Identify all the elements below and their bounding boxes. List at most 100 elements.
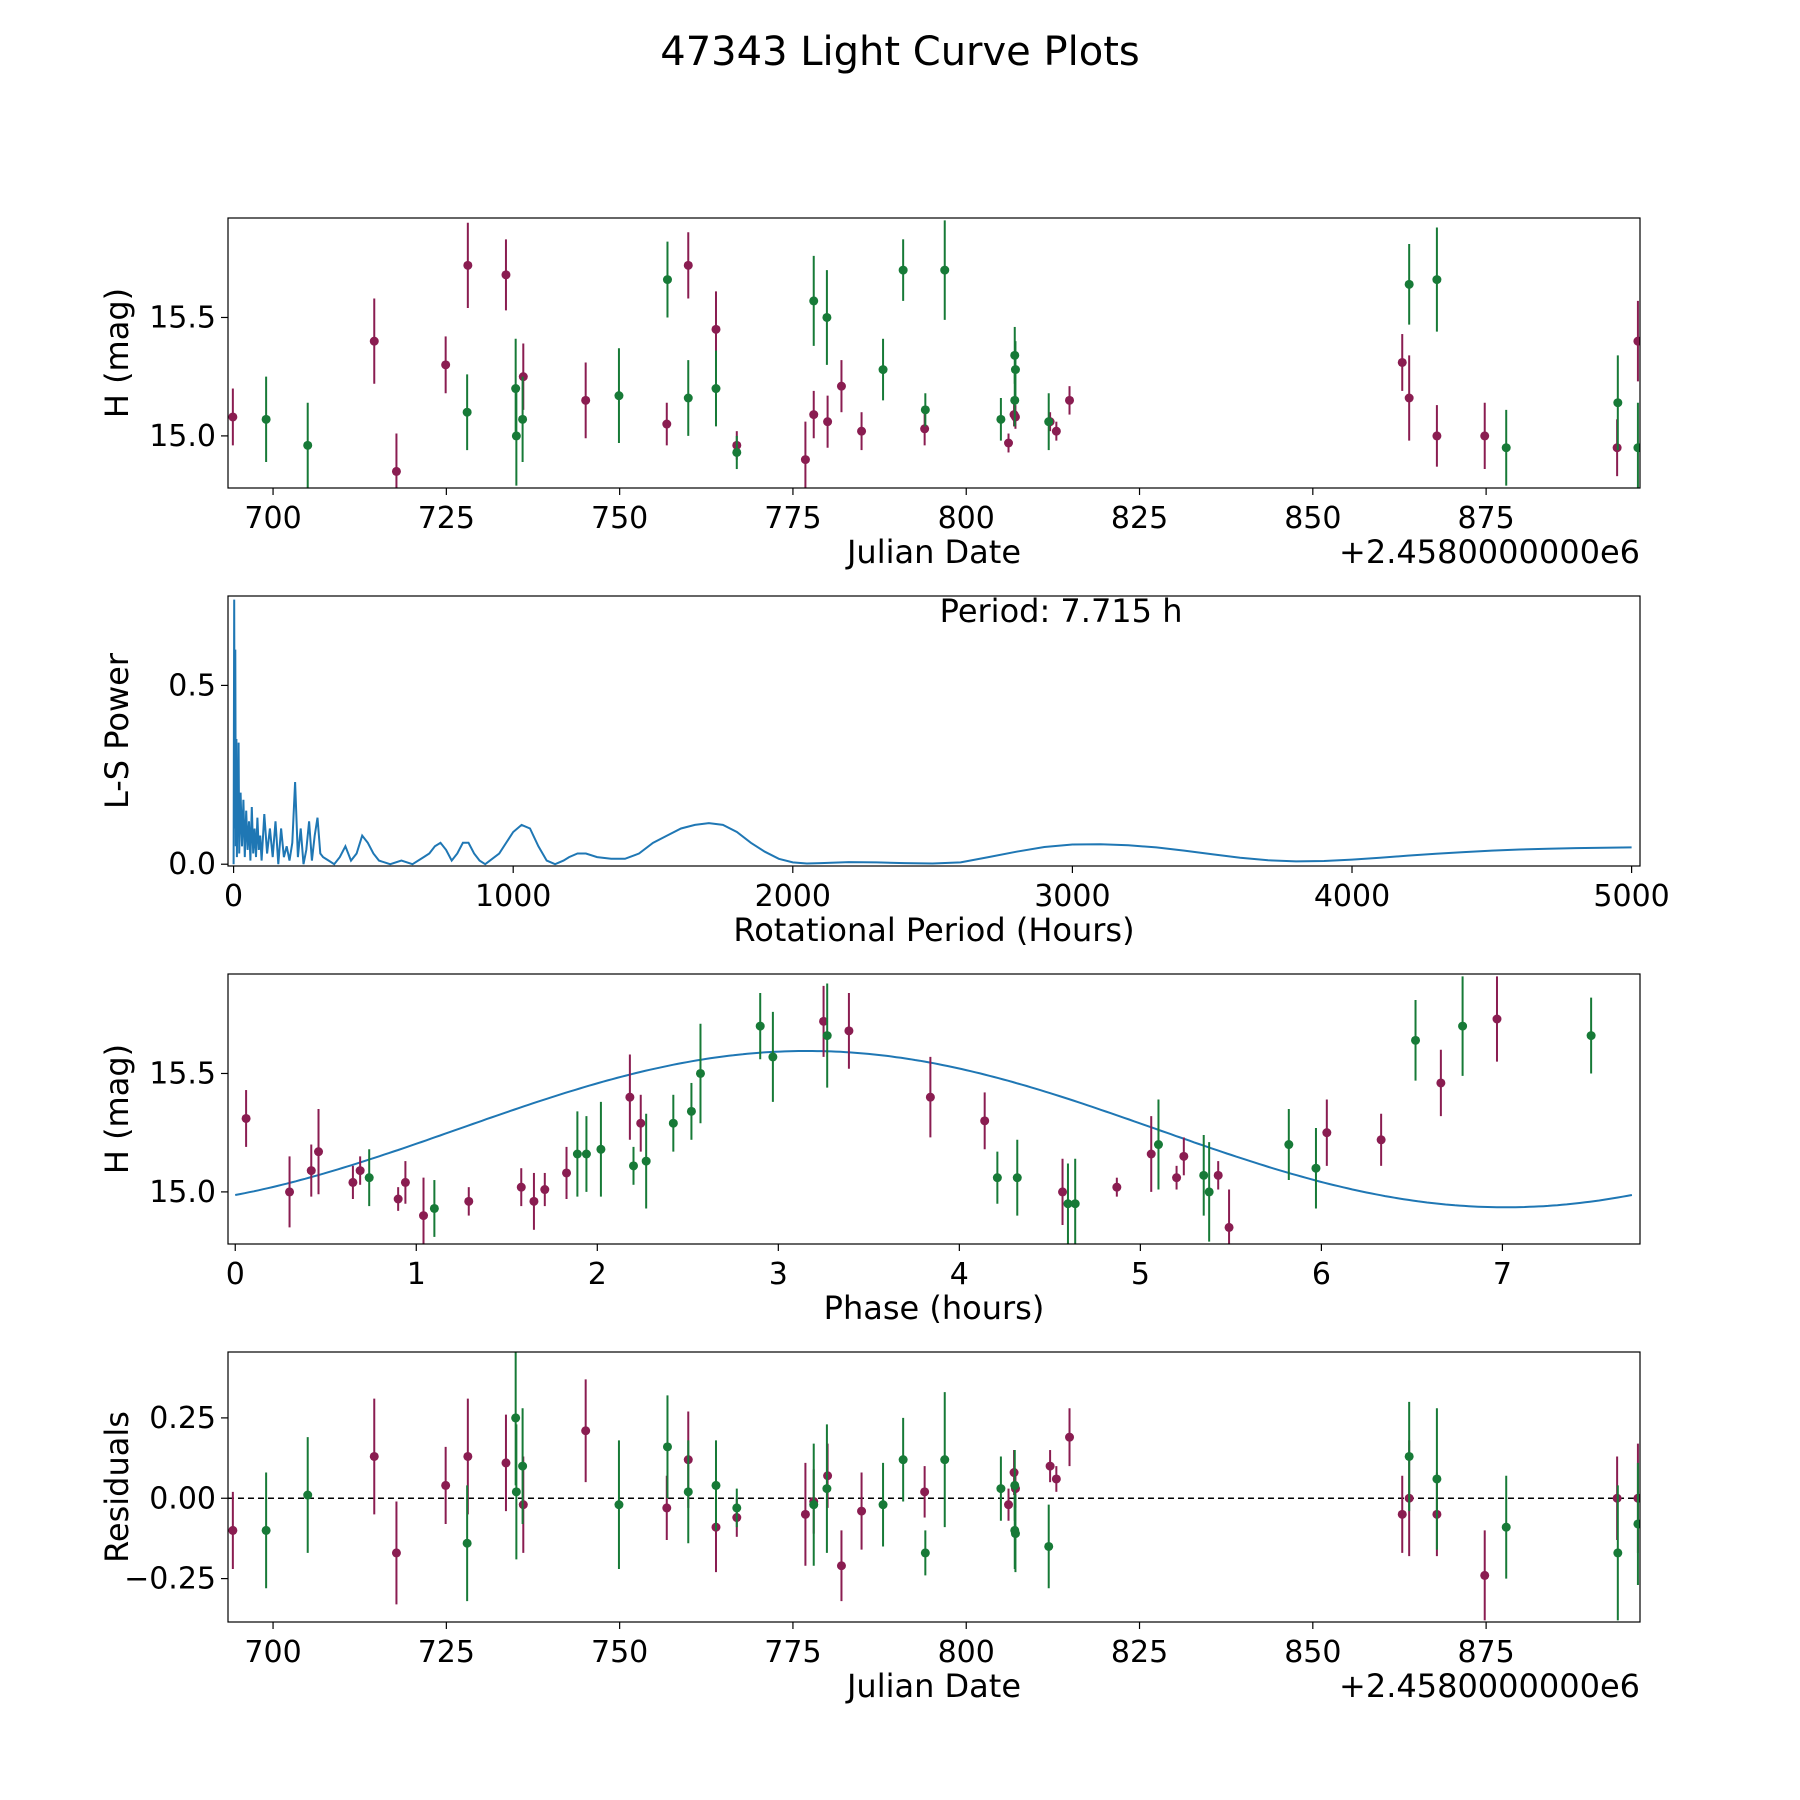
x-tick-label: 750 xyxy=(591,501,648,536)
green-data-point xyxy=(711,1480,721,1490)
x-tick-label: 800 xyxy=(938,1635,995,1670)
x-tick-label: 825 xyxy=(1111,501,1168,536)
axes-frame xyxy=(227,973,1641,1245)
magenta-data-point xyxy=(1065,395,1075,405)
green-data-point xyxy=(261,1525,271,1535)
y-tick-label: 15.5 xyxy=(149,300,216,335)
green-data-point xyxy=(683,1487,693,1497)
magenta-data-point xyxy=(348,1177,358,1187)
green-data-point xyxy=(303,440,313,450)
green-data-point xyxy=(822,1484,832,1494)
green-data-point xyxy=(303,1490,313,1500)
green-data-point xyxy=(711,384,721,394)
green-data-point xyxy=(429,1203,439,1213)
green-data-point xyxy=(511,431,521,441)
magenta-data-point xyxy=(1172,1173,1182,1183)
green-data-point xyxy=(662,1442,672,1452)
magenta-data-point xyxy=(228,1525,238,1535)
magenta-data-point xyxy=(393,1194,403,1204)
x-tick-label: 2 xyxy=(588,1257,607,1292)
magenta-data-point xyxy=(1146,1149,1156,1159)
magenta-data-point xyxy=(1322,1128,1332,1138)
green-data-point xyxy=(809,296,819,306)
magenta-data-point xyxy=(636,1118,646,1128)
plot-area xyxy=(228,1352,1640,1621)
x-offset-label: +2.4580000000e6 xyxy=(1339,1667,1640,1705)
green-data-point xyxy=(732,1503,742,1513)
green-data-point xyxy=(920,1548,930,1558)
green-data-point xyxy=(898,265,908,275)
magenta-data-point xyxy=(625,1092,635,1102)
green-data-point xyxy=(572,1149,582,1159)
y-tick-label: 15.0 xyxy=(149,419,216,454)
magenta-data-point xyxy=(1404,393,1414,403)
magenta-data-point xyxy=(1492,1014,1502,1024)
plot-area xyxy=(228,220,1640,488)
magenta-data-point xyxy=(1051,1474,1061,1484)
green-data-point xyxy=(822,312,832,322)
green-data-point xyxy=(628,1161,638,1171)
magenta-data-point xyxy=(581,1426,591,1436)
x-tick-label: 6 xyxy=(1312,1257,1331,1292)
magenta-data-point xyxy=(836,1561,846,1571)
x-tick-label: 725 xyxy=(418,1635,475,1670)
green-data-point xyxy=(920,405,930,415)
magenta-data-point xyxy=(441,1480,451,1490)
green-data-point xyxy=(261,414,271,424)
magenta-data-point xyxy=(1376,1135,1386,1145)
y-tick-label: 15.5 xyxy=(149,1056,216,1091)
magenta-data-point xyxy=(823,417,833,427)
x-tick-label: 7 xyxy=(1493,1257,1512,1292)
magenta-data-point xyxy=(314,1147,324,1157)
green-data-point xyxy=(614,391,624,401)
green-data-point xyxy=(683,393,693,403)
magenta-data-point xyxy=(1436,1078,1446,1088)
magenta-data-point xyxy=(1051,426,1061,436)
green-data-point xyxy=(364,1173,374,1183)
green-data-point xyxy=(1044,417,1054,427)
x-axis-label: Julian Date xyxy=(845,1667,1021,1705)
green-data-point xyxy=(1153,1140,1163,1150)
magenta-data-point xyxy=(662,419,672,429)
period-annotation: Period: 7.715 h xyxy=(940,592,1183,630)
x-tick-label: 800 xyxy=(938,501,995,536)
x-tick-label: 775 xyxy=(764,1635,821,1670)
magenta-data-point xyxy=(809,410,819,420)
light-curve-panel: 700 725 750 775 800 825 850 875 15.0 15.5 Julian D… xyxy=(98,217,1641,571)
green-data-point xyxy=(662,275,672,285)
magenta-data-point xyxy=(228,412,238,422)
green-data-point xyxy=(940,265,950,275)
x-axis-label: Julian Date xyxy=(845,533,1021,571)
green-data-point xyxy=(1501,443,1511,453)
x-tick-label: 0 xyxy=(224,879,243,914)
magenta-data-point xyxy=(1179,1151,1189,1161)
green-data-point xyxy=(732,447,742,457)
x-tick-label: 1 xyxy=(407,1257,426,1292)
magenta-data-point xyxy=(1480,1570,1490,1580)
residuals-panel: 700 725 750 775 800 825 850 875 −0.25 0.00 0.25 Jul… xyxy=(98,1351,1641,1705)
x-tick-label: 3000 xyxy=(1034,879,1110,914)
magenta-data-point xyxy=(529,1196,539,1206)
magenta-data-point xyxy=(800,1509,810,1519)
magenta-data-point xyxy=(1224,1222,1234,1232)
magenta-data-point xyxy=(391,466,401,476)
green-data-point xyxy=(809,1500,819,1510)
magenta-data-point xyxy=(857,426,867,436)
magenta-data-point xyxy=(925,1092,935,1102)
green-data-point xyxy=(1199,1170,1209,1180)
green-data-point xyxy=(1501,1522,1511,1532)
magenta-data-point xyxy=(1397,1509,1407,1519)
x-tick-label: 4000 xyxy=(1314,879,1390,914)
magenta-data-point xyxy=(400,1177,410,1187)
green-data-point xyxy=(1404,1451,1414,1461)
green-data-point xyxy=(878,1500,888,1510)
magenta-data-point xyxy=(1004,1500,1014,1510)
green-data-point xyxy=(1063,1199,1073,1209)
green-data-point xyxy=(686,1106,696,1116)
magenta-data-point xyxy=(463,1451,473,1461)
y-tick-label: 0.0 xyxy=(168,847,216,882)
green-data-point xyxy=(898,1455,908,1465)
x-tick-label: 850 xyxy=(1284,501,1341,536)
magenta-data-point xyxy=(1058,1187,1068,1197)
